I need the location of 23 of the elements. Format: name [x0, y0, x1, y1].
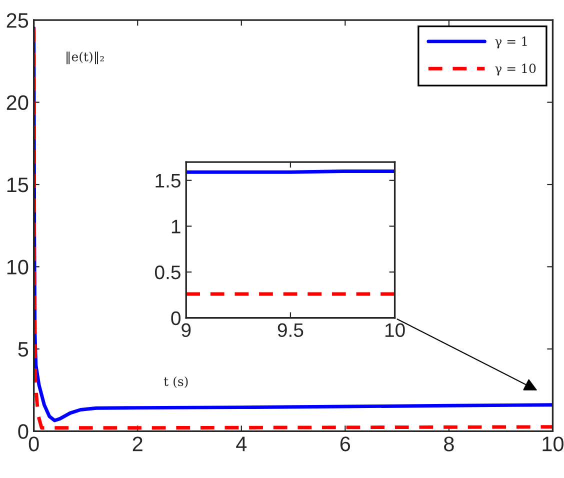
x-tick-label: 9	[182, 323, 191, 338]
x-tick-label: 0	[28, 436, 39, 452]
y-tick-label: 0.5	[154, 266, 180, 280]
legend-label: γ = 10	[495, 64, 536, 76]
x-axis-title: t (s)	[164, 376, 188, 388]
x-tick-label: 10	[385, 323, 405, 338]
x-tick-label: 2	[132, 436, 142, 452]
y-tick-label: 0	[18, 424, 28, 439]
y-tick-label: 0	[171, 311, 180, 326]
x-tick-label: 10	[542, 436, 564, 452]
x-tick-label: 8	[444, 436, 454, 452]
y-tick-label: 1	[172, 220, 180, 234]
y-tick-label: 10	[7, 260, 28, 274]
y-tick-label: 15	[7, 178, 28, 192]
y-tick-label: 5	[18, 342, 28, 357]
legend-label: γ = 1	[495, 36, 527, 48]
y-tick-label: 1.5	[156, 174, 180, 188]
x-tick-label: 6	[340, 436, 350, 452]
x-tick-label: 4	[236, 436, 247, 452]
y-tick-label: 20	[6, 95, 28, 110]
y-tick-label: 25	[6, 13, 28, 28]
y-axis-title: ‖e(t)‖₂	[66, 52, 104, 64]
x-tick-label: 9.5	[278, 323, 304, 338]
